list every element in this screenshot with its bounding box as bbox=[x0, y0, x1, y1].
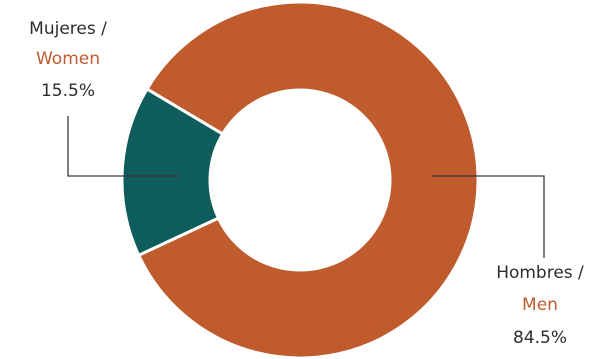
leader-line-men bbox=[432, 175, 545, 258]
men-label-es: Hombres / bbox=[496, 263, 584, 283]
men-value-label: 84.5% bbox=[513, 328, 567, 348]
donut-slice-men bbox=[136, 0, 480, 359]
women-value-label: 15.5% bbox=[41, 81, 95, 101]
men-label-group: Hombres / Men 84.5% bbox=[496, 263, 584, 348]
leader-line-women bbox=[67, 116, 180, 177]
women-label-en: Women bbox=[36, 49, 100, 69]
men-label-en: Men bbox=[522, 295, 558, 315]
women-label-group: Mujeres / Women 15.5% bbox=[29, 19, 107, 101]
women-label-es: Mujeres / bbox=[29, 19, 107, 39]
